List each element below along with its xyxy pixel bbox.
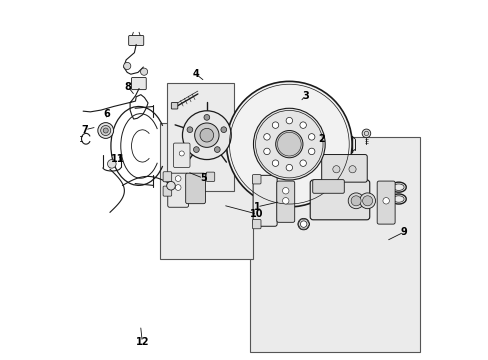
Circle shape [272, 122, 278, 129]
Circle shape [282, 188, 288, 194]
FancyBboxPatch shape [167, 173, 188, 207]
Circle shape [359, 193, 375, 209]
FancyBboxPatch shape [171, 103, 178, 109]
Circle shape [308, 148, 314, 155]
Circle shape [182, 111, 231, 159]
FancyBboxPatch shape [376, 181, 394, 224]
Circle shape [362, 129, 370, 138]
Circle shape [362, 196, 372, 206]
Circle shape [275, 131, 303, 158]
Circle shape [107, 159, 116, 168]
Text: 10: 10 [250, 209, 263, 219]
FancyBboxPatch shape [128, 36, 143, 45]
Circle shape [203, 114, 209, 120]
FancyBboxPatch shape [160, 123, 253, 259]
Circle shape [272, 160, 278, 166]
Circle shape [103, 128, 108, 133]
Circle shape [382, 198, 388, 204]
Circle shape [140, 68, 147, 75]
Circle shape [300, 221, 306, 227]
Circle shape [299, 160, 306, 166]
Circle shape [123, 62, 131, 69]
Circle shape [299, 122, 306, 129]
Text: 7: 7 [81, 125, 88, 135]
FancyBboxPatch shape [185, 173, 205, 204]
FancyBboxPatch shape [252, 220, 261, 229]
Circle shape [194, 123, 219, 147]
Circle shape [221, 127, 226, 132]
Circle shape [187, 127, 192, 132]
Text: 9: 9 [400, 227, 407, 237]
Circle shape [285, 165, 292, 171]
FancyBboxPatch shape [131, 77, 146, 90]
Text: 2: 2 [318, 134, 325, 144]
FancyBboxPatch shape [309, 180, 369, 220]
Circle shape [253, 108, 325, 180]
Circle shape [285, 117, 292, 124]
Circle shape [308, 134, 314, 140]
Circle shape [179, 151, 184, 156]
Circle shape [347, 193, 363, 209]
Text: 3: 3 [302, 91, 308, 101]
Circle shape [175, 176, 181, 181]
FancyBboxPatch shape [206, 172, 214, 181]
Circle shape [166, 181, 175, 190]
Circle shape [282, 198, 288, 204]
FancyBboxPatch shape [167, 83, 233, 191]
Circle shape [98, 123, 113, 138]
Circle shape [175, 185, 181, 190]
Text: 8: 8 [124, 82, 131, 92]
FancyBboxPatch shape [163, 186, 171, 196]
Text: 12: 12 [135, 337, 149, 347]
FancyBboxPatch shape [252, 175, 261, 184]
Circle shape [214, 147, 220, 152]
Circle shape [297, 219, 309, 230]
FancyBboxPatch shape [321, 154, 366, 182]
Circle shape [332, 166, 339, 173]
Text: 11: 11 [110, 154, 123, 164]
Circle shape [348, 166, 355, 173]
Text: 1: 1 [253, 202, 260, 212]
FancyBboxPatch shape [312, 180, 344, 193]
FancyBboxPatch shape [253, 175, 277, 226]
Circle shape [101, 126, 110, 135]
Circle shape [200, 129, 213, 142]
FancyBboxPatch shape [249, 137, 419, 352]
Circle shape [350, 196, 361, 206]
FancyBboxPatch shape [276, 181, 294, 222]
Text: 4: 4 [192, 69, 199, 79]
Circle shape [263, 134, 270, 140]
FancyBboxPatch shape [173, 143, 190, 167]
Text: 5: 5 [200, 173, 206, 183]
Text: 6: 6 [103, 109, 110, 119]
Circle shape [226, 81, 351, 207]
Circle shape [193, 147, 199, 152]
FancyBboxPatch shape [163, 172, 171, 182]
Circle shape [263, 148, 270, 155]
